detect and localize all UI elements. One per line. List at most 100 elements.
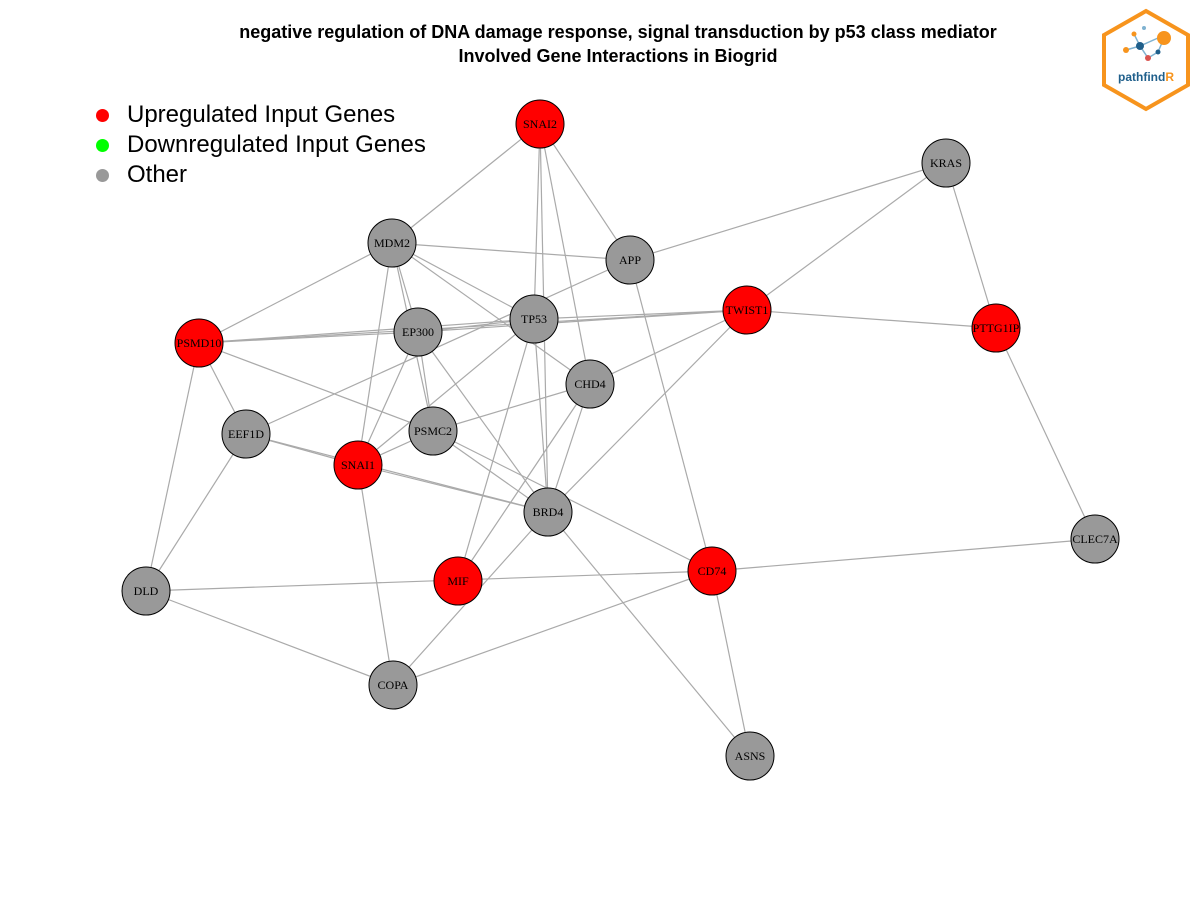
node-circle-mif	[433, 556, 483, 606]
node-circle-brd4	[523, 487, 573, 537]
node-label-chd4: CHD4	[574, 377, 605, 391]
edge-eef1d-dld	[145, 433, 247, 592]
node-mif: MIF	[433, 556, 483, 606]
node-twist1: TWIST1	[722, 285, 772, 335]
node-chd4: CHD4	[565, 359, 615, 409]
node-circle-tp53	[509, 294, 559, 344]
node-tp53: TP53	[509, 294, 559, 344]
node-label-asns: ASNS	[735, 749, 766, 763]
node-label-mdm2: MDM2	[374, 236, 410, 250]
edge-psmd10-psmc2	[198, 342, 434, 432]
edge-mdm2-tp53	[391, 242, 535, 320]
legend-label-downregulated: Downregulated Input Genes	[127, 131, 426, 158]
legend-item-upregulated: Upregulated Input Genes	[96, 100, 426, 130]
legend: Upregulated Input Genes Downregulated In…	[96, 100, 426, 190]
node-mdm2: MDM2	[367, 218, 417, 268]
legend-item-other: Other	[96, 160, 426, 190]
edge-kras-app	[629, 162, 947, 261]
node-circle-dld	[121, 566, 171, 616]
node-psmc2: PSMC2	[408, 406, 458, 456]
node-label-copa: COPA	[378, 678, 409, 692]
edge-snai1-brd4	[357, 464, 549, 513]
edge-dld-cd74	[145, 570, 713, 592]
edge-clec7a-cd74	[711, 538, 1096, 572]
node-eef1d: EEF1D	[221, 409, 271, 459]
node-circle-mdm2	[367, 218, 417, 268]
node-pttg1ip: PTTG1IP	[971, 303, 1021, 353]
edge-dld-copa	[145, 590, 394, 686]
edge-chd4-mif	[457, 383, 591, 582]
node-circle-psmc2	[408, 406, 458, 456]
edge-app-eef1d	[245, 259, 631, 435]
node-circle-chd4	[565, 359, 615, 409]
edge-ep300-brd4	[417, 331, 549, 513]
edge-brd4-asns	[547, 511, 751, 757]
node-circle-app	[605, 235, 655, 285]
node-label-brd4: BRD4	[533, 505, 564, 519]
edge-mdm2-chd4	[391, 242, 591, 385]
edge-mdm2-snai1	[357, 242, 393, 466]
edge-snai2-chd4	[539, 123, 591, 385]
pathfindr-logo-text: pathfindR	[1118, 70, 1174, 84]
node-circle-cd74	[687, 546, 737, 596]
edge-tp53-snai1	[357, 318, 535, 466]
node-label-ep300: EP300	[402, 325, 434, 339]
node-snai2: SNAI2	[515, 99, 565, 149]
node-label-snai1: SNAI1	[341, 458, 375, 472]
node-clec7a: CLEC7A	[1070, 514, 1120, 564]
node-label-tp53: TP53	[521, 312, 547, 326]
edge-tp53-brd4	[533, 318, 549, 513]
edge-kras-pttg1ip	[945, 162, 997, 329]
legend-dot-other	[96, 168, 109, 182]
edge-cd74-asns	[711, 570, 751, 757]
node-label-pttg1ip: PTTG1IP	[973, 321, 1020, 335]
node-kras: KRAS	[921, 138, 971, 188]
pathfindr-logo	[1102, 8, 1190, 112]
edge-snai2-app	[539, 123, 631, 261]
node-circle-kras	[921, 138, 971, 188]
edge-ep300-psmd10	[198, 331, 419, 344]
edge-mdm2-app	[391, 242, 631, 261]
node-circle-psmd10	[174, 318, 224, 368]
legend-item-downregulated: Downregulated Input Genes	[96, 130, 426, 160]
node-ep300: EP300	[393, 307, 443, 357]
node-label-eef1d: EEF1D	[228, 427, 264, 441]
node-circle-snai1	[333, 440, 383, 490]
edge-kras-twist1	[746, 162, 947, 311]
edge-app-cd74	[629, 259, 713, 572]
edge-cd74-copa	[392, 570, 713, 686]
node-circle-snai2	[515, 99, 565, 149]
edge-psmc2-cd74	[432, 430, 713, 572]
edge-twist1-brd4	[547, 309, 748, 513]
edge-psmd10-dld	[145, 342, 200, 592]
title-line-2: Involved Gene Interactions in Biogrid	[458, 46, 778, 66]
title-line-1: negative regulation of DNA damage respon…	[239, 22, 997, 42]
node-label-mif: MIF	[447, 574, 469, 588]
node-label-twist1: TWIST1	[726, 303, 769, 317]
legend-label-upregulated: Upregulated Input Genes	[127, 101, 396, 128]
node-label-cd74: CD74	[698, 564, 727, 578]
legend-label-other: Other	[127, 161, 188, 188]
node-dld: DLD	[121, 566, 171, 616]
edge-mdm2-psmd10	[198, 242, 393, 344]
edge-snai2-tp53	[533, 123, 541, 320]
node-circle-twist1	[722, 285, 772, 335]
edge-twist1-pttg1ip	[746, 309, 997, 329]
edge-twist1-ep300	[417, 309, 748, 333]
node-circle-asns	[725, 731, 775, 781]
node-label-clec7a: CLEC7A	[1072, 532, 1118, 546]
edge-twist1-psmd10	[198, 309, 748, 344]
edge-chd4-psmc2	[432, 383, 591, 432]
node-circle-copa	[368, 660, 418, 710]
page-title: negative regulation of DNA damage respon…	[0, 20, 1200, 68]
edge-twist1-chd4	[589, 309, 748, 385]
edge-snai2-mdm2	[391, 123, 541, 244]
edge-pttg1ip-clec7a	[995, 327, 1096, 540]
node-cd74: CD74	[687, 546, 737, 596]
edge-tp53-mif	[457, 318, 535, 582]
node-label-dld: DLD	[134, 584, 159, 598]
node-psmd10: PSMD10	[174, 318, 224, 368]
node-label-app: APP	[619, 253, 641, 267]
node-label-psmd10: PSMD10	[177, 336, 222, 350]
